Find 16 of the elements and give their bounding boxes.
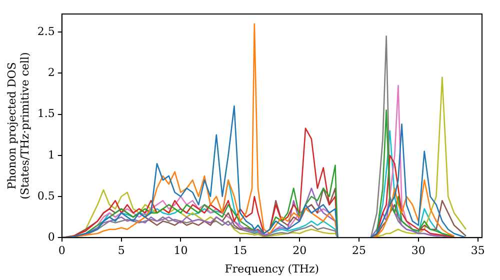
y-tick-label: 1.5 xyxy=(37,107,55,120)
x-tick-label: 0 xyxy=(58,244,66,258)
x-tick-label: 15 xyxy=(233,244,248,258)
y-tick-label: 2.5 xyxy=(37,24,55,38)
x-tick-label: 5 xyxy=(118,244,125,258)
y-tick-label: 2 xyxy=(48,66,55,80)
y-axis-title: Phonon projected DOS (States/THz·primitive cell) xyxy=(5,52,32,200)
x-tick-label: 10 xyxy=(174,244,188,258)
x-tick-label: 25 xyxy=(352,244,366,258)
y-tick-label: 0 xyxy=(48,230,55,244)
x-tick-label: 20 xyxy=(292,244,307,258)
y-tick-label: 0.5 xyxy=(37,189,55,202)
y-tick-label: 1 xyxy=(48,148,55,162)
x-axis-title: Frequency (THz) xyxy=(224,262,320,276)
x-tick-label: 35 xyxy=(470,244,485,258)
x-tick-label: 30 xyxy=(411,244,426,258)
